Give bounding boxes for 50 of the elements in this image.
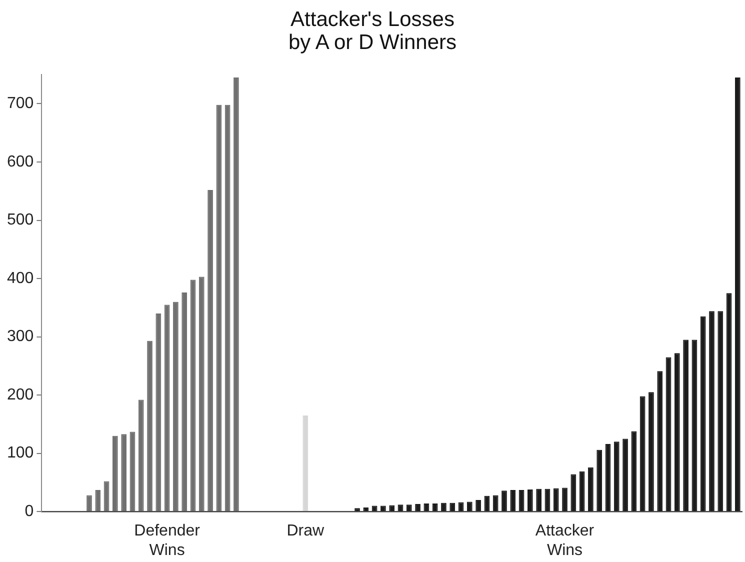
chart-title: Attacker's Losses by A or D Winners [287,7,458,56]
bar [734,78,740,512]
bar [492,495,498,512]
bar [622,438,628,512]
x-tick-label: Attacker Wins [535,522,595,559]
bar [234,78,239,512]
bar [700,316,706,512]
y-tick-label: 400 [6,270,34,287]
bar [528,489,533,512]
bar [640,396,646,512]
y-tick-label: 200 [6,386,34,404]
bar [476,500,481,512]
bar [112,436,118,512]
bar [709,311,714,512]
bar [302,415,308,512]
bar [95,490,101,512]
bar [614,442,620,512]
y-tick-label: 700 [6,95,34,112]
bar [596,450,602,512]
y-tick-label: 0 [24,503,34,520]
bar [147,340,152,512]
y-tick-label: 100 [6,444,34,462]
bar [553,488,559,512]
bar [648,392,654,512]
bar [138,400,144,512]
bar [562,488,568,512]
bar [86,495,92,512]
bar [182,292,188,512]
y-tick-label: 600 [6,153,34,170]
bar [208,190,213,512]
x-tick-label: Draw [286,522,324,540]
bar [121,434,127,512]
bar [224,104,230,512]
bar [588,467,594,512]
bar [510,490,516,512]
bar [466,502,472,512]
x-tick-label: Defender Wins [134,522,201,559]
bar [156,313,162,512]
bar [502,490,507,512]
y-tick-label: 300 [6,328,34,346]
bar [536,488,542,512]
bar [631,431,637,512]
bar [173,302,178,512]
y-tick-label: 500 [6,212,34,229]
bar [657,371,663,512]
bar [718,311,724,512]
bar [570,474,576,512]
bar [198,276,204,512]
bar [674,353,680,512]
bar [683,340,688,512]
